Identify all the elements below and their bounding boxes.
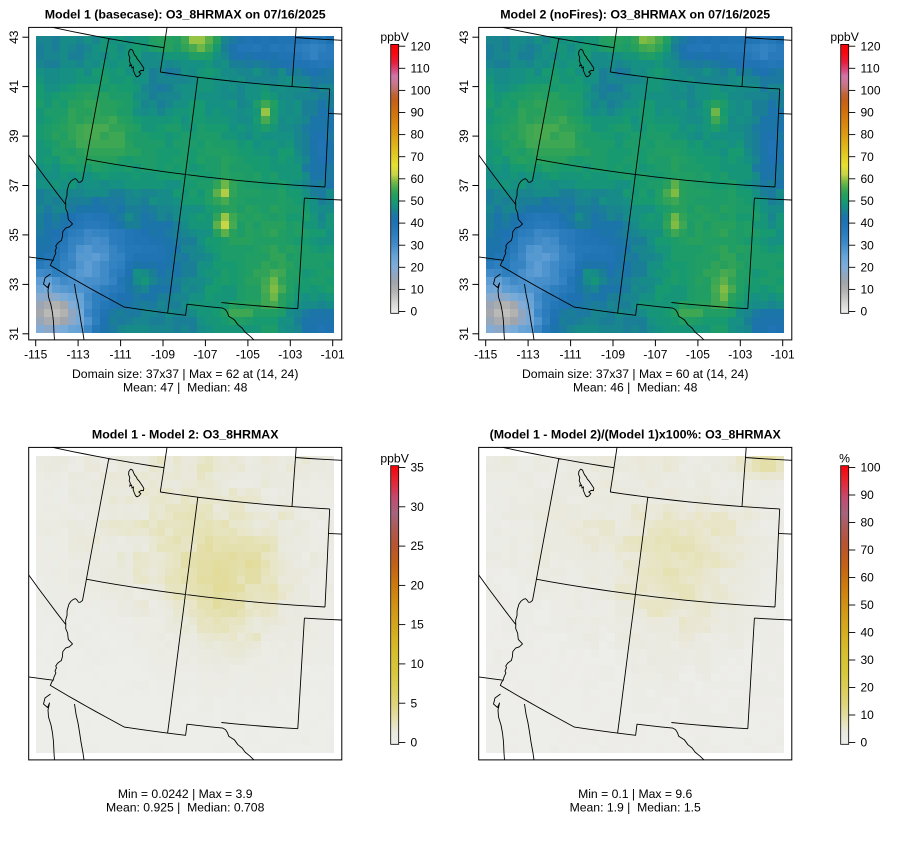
svg-text:100: 100 — [861, 84, 881, 98]
svg-text:0: 0 — [861, 305, 868, 319]
svg-text:-105: -105 — [686, 348, 710, 362]
svg-text:-101: -101 — [771, 348, 795, 362]
svg-text:10: 10 — [411, 283, 425, 297]
svg-text:0: 0 — [411, 736, 418, 750]
svg-text:40: 40 — [861, 626, 875, 640]
svg-text:80: 80 — [861, 516, 875, 530]
svg-text:Model 1 - Model 2: O3_8HRMAX: Model 1 - Model 2: O3_8HRMAX — [92, 427, 279, 441]
svg-text:Mean: 46 | Median: 48: Mean: 46 | Median: 48 — [573, 381, 698, 395]
svg-text:60: 60 — [411, 172, 425, 186]
svg-text:ppbV: ppbV — [380, 451, 409, 465]
svg-text:10: 10 — [411, 657, 425, 671]
svg-text:25: 25 — [411, 539, 425, 553]
svg-text:%: % — [839, 451, 850, 465]
svg-text:5: 5 — [411, 696, 418, 710]
svg-text:37: 37 — [7, 179, 21, 193]
svg-text:60: 60 — [861, 172, 875, 186]
svg-text:70: 70 — [411, 150, 425, 164]
svg-text:Model 2 (noFires): O3_8HRMAX o: Model 2 (noFires): O3_8HRMAX on 07/16/20… — [500, 7, 770, 21]
svg-text:Min = 0.1 | Max = 9.6: Min = 0.1 | Max = 9.6 — [578, 787, 692, 801]
svg-text:35: 35 — [457, 228, 471, 242]
svg-text:41: 41 — [457, 80, 471, 94]
svg-text:Mean: 1.9 | Median: 1.5: Mean: 1.9 | Median: 1.5 — [570, 801, 701, 815]
svg-text:50: 50 — [411, 194, 425, 208]
svg-text:43: 43 — [457, 30, 471, 44]
svg-text:-107: -107 — [193, 348, 217, 362]
svg-text:20: 20 — [411, 579, 425, 593]
svg-text:Model 1 (basecase): O3_8HRMAX: Model 1 (basecase): O3_8HRMAX on 07/16/2… — [45, 7, 326, 21]
svg-text:0: 0 — [861, 736, 868, 750]
svg-text:40: 40 — [861, 216, 875, 230]
svg-text:90: 90 — [861, 106, 875, 120]
svg-text:Mean: 47 | Median: 48: Mean: 47 | Median: 48 — [123, 381, 248, 395]
svg-text:35: 35 — [411, 461, 425, 475]
svg-text:33: 33 — [457, 277, 471, 291]
svg-text:-103: -103 — [728, 348, 752, 362]
svg-text:-115: -115 — [24, 348, 47, 362]
svg-text:30: 30 — [861, 653, 875, 667]
svg-text:35: 35 — [7, 228, 21, 242]
svg-text:20: 20 — [861, 260, 875, 274]
svg-text:43: 43 — [7, 30, 21, 44]
svg-text:120: 120 — [411, 39, 431, 53]
svg-text:0: 0 — [411, 305, 418, 319]
svg-text:110: 110 — [861, 61, 880, 75]
svg-text:20: 20 — [861, 681, 875, 695]
svg-text:30: 30 — [411, 238, 425, 252]
svg-text:100: 100 — [411, 84, 431, 98]
svg-text:Min = 0.0242 | Max = 3.9: Min = 0.0242 | Max = 3.9 — [118, 787, 253, 801]
svg-text:Domain size: 37x37 | Max = 62: Domain size: 37x37 | Max = 62 at (14, 24… — [72, 367, 298, 381]
svg-text:90: 90 — [411, 106, 425, 120]
svg-text:31: 31 — [7, 327, 21, 341]
svg-text:-111: -111 — [109, 348, 132, 362]
svg-text:33: 33 — [7, 277, 21, 291]
svg-text:Mean: 0.925 | Median: 0.708: Mean: 0.925 | Median: 0.708 — [106, 801, 265, 815]
svg-text:-103: -103 — [278, 348, 302, 362]
svg-text:39: 39 — [7, 129, 21, 143]
svg-text:50: 50 — [861, 598, 875, 612]
svg-text:-105: -105 — [236, 348, 260, 362]
svg-text:-113: -113 — [67, 348, 90, 362]
svg-text:-109: -109 — [601, 348, 625, 362]
svg-text:90: 90 — [861, 488, 875, 502]
svg-text:40: 40 — [411, 216, 425, 230]
svg-text:41: 41 — [7, 80, 21, 94]
svg-text:-111: -111 — [559, 348, 582, 362]
svg-text:120: 120 — [861, 39, 881, 53]
svg-text:-101: -101 — [321, 348, 345, 362]
svg-text:39: 39 — [457, 129, 471, 143]
svg-text:100: 100 — [861, 461, 881, 475]
svg-text:(Model 1 - Model 2)/(Model 1)x: (Model 1 - Model 2)/(Model 1)x100%: O3_8… — [490, 427, 782, 441]
svg-text:30: 30 — [861, 238, 875, 252]
svg-text:10: 10 — [861, 708, 875, 722]
svg-text:-109: -109 — [151, 348, 175, 362]
svg-text:80: 80 — [861, 128, 875, 142]
svg-text:20: 20 — [411, 260, 425, 274]
svg-text:Domain size: 37x37 | Max = 60: Domain size: 37x37 | Max = 60 at (14, 24… — [522, 367, 748, 381]
svg-text:-115: -115 — [474, 348, 497, 362]
svg-text:70: 70 — [861, 543, 875, 557]
svg-text:-107: -107 — [643, 348, 667, 362]
svg-text:30: 30 — [411, 500, 425, 514]
svg-text:-113: -113 — [517, 348, 540, 362]
svg-text:60: 60 — [861, 571, 875, 585]
svg-text:ppbV: ppbV — [380, 30, 409, 44]
svg-text:50: 50 — [861, 194, 875, 208]
svg-text:15: 15 — [411, 618, 425, 632]
svg-text:70: 70 — [861, 150, 875, 164]
svg-text:31: 31 — [457, 327, 471, 341]
svg-text:10: 10 — [861, 283, 875, 297]
svg-text:ppbV: ppbV — [830, 30, 859, 44]
svg-text:110: 110 — [411, 61, 430, 75]
svg-text:80: 80 — [411, 128, 425, 142]
svg-text:37: 37 — [457, 179, 471, 193]
